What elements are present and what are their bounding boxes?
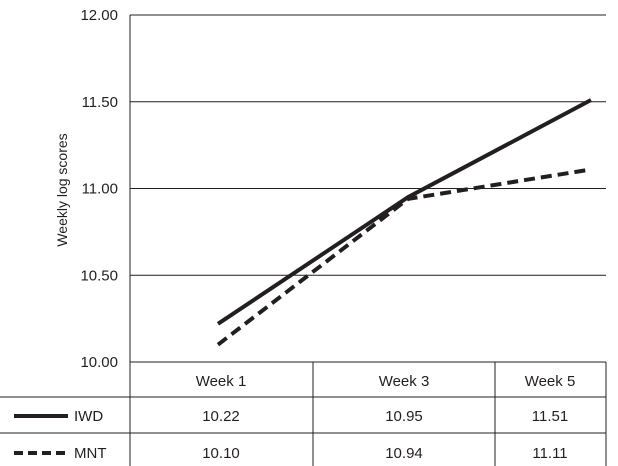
data-label: 10.22 xyxy=(202,408,240,425)
data-label: 11.11 xyxy=(532,445,567,462)
x-category-label: Week 3 xyxy=(379,373,430,390)
data-label: 10.95 xyxy=(385,408,423,425)
x-category-label: Week 5 xyxy=(525,373,576,390)
y-tick-label: 11.50 xyxy=(82,94,118,111)
y-axis-label: Weekly log scores xyxy=(54,133,70,246)
data-label: 10.10 xyxy=(202,445,240,462)
series-line-mnt xyxy=(216,167,592,347)
data-label: 10.94 xyxy=(385,445,423,462)
series-lines xyxy=(216,98,592,347)
y-tick-label: 11.00 xyxy=(82,181,118,198)
x-category-label: Week 1 xyxy=(196,373,247,390)
series-line-iwd xyxy=(216,98,592,326)
y-tick-label: 10.00 xyxy=(80,354,118,371)
y-tick-label: 12.00 xyxy=(80,7,118,24)
legend-label: IWD xyxy=(74,408,103,425)
legend-label: MNT xyxy=(74,445,107,462)
y-tick-labels: 10.00 10.50 11.00 11.50 12.00 xyxy=(80,7,118,371)
y-tick-label: 10.50 xyxy=(80,267,118,284)
gridlines xyxy=(129,14,606,466)
data-table: Week 1 Week 3 Week 5 IWD 10.22 10.95 11.51 MNT 1… xyxy=(0,361,607,466)
data-label: 11.51 xyxy=(532,408,568,425)
